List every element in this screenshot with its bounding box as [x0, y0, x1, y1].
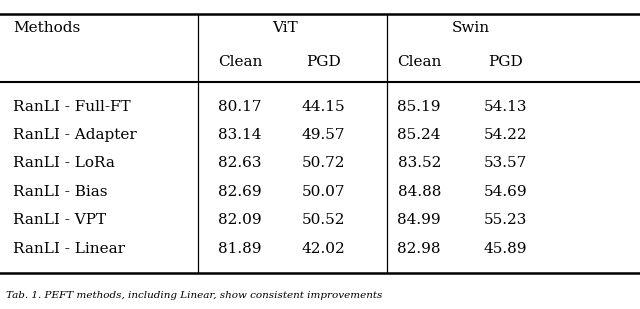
Text: RanLI - VPT: RanLI - VPT	[13, 213, 106, 227]
Text: Methods: Methods	[13, 21, 80, 35]
Text: RanLI - Adapter: RanLI - Adapter	[13, 128, 136, 142]
Text: 85.24: 85.24	[397, 128, 441, 142]
Text: RanLI - Linear: RanLI - Linear	[13, 242, 125, 256]
Text: 85.19: 85.19	[397, 99, 441, 114]
Text: 83.52: 83.52	[397, 156, 441, 171]
Text: 84.88: 84.88	[397, 185, 441, 199]
Text: 81.89: 81.89	[218, 242, 262, 256]
Text: 42.02: 42.02	[301, 242, 345, 256]
Text: 50.07: 50.07	[301, 185, 345, 199]
Text: 45.89: 45.89	[484, 242, 527, 256]
Text: 49.57: 49.57	[301, 128, 345, 142]
Text: 44.15: 44.15	[301, 99, 345, 114]
Text: 80.17: 80.17	[218, 99, 262, 114]
Text: Clean: Clean	[397, 55, 442, 69]
Text: 83.14: 83.14	[218, 128, 262, 142]
Text: PGD: PGD	[306, 55, 340, 69]
Text: 50.72: 50.72	[301, 156, 345, 171]
Text: 82.98: 82.98	[397, 242, 441, 256]
Text: 82.63: 82.63	[218, 156, 262, 171]
Text: Clean: Clean	[218, 55, 262, 69]
Text: 84.99: 84.99	[397, 213, 441, 227]
Text: 53.57: 53.57	[484, 156, 527, 171]
Text: Swin: Swin	[451, 21, 490, 35]
Text: 54.13: 54.13	[484, 99, 527, 114]
Text: 82.09: 82.09	[218, 213, 262, 227]
Text: 54.69: 54.69	[484, 185, 527, 199]
Text: RanLI - LoRa: RanLI - LoRa	[13, 156, 115, 171]
Text: 55.23: 55.23	[484, 213, 527, 227]
Text: RanLI - Full-FT: RanLI - Full-FT	[13, 99, 131, 114]
Text: 50.52: 50.52	[301, 213, 345, 227]
Text: 54.22: 54.22	[484, 128, 527, 142]
Text: PGD: PGD	[488, 55, 523, 69]
Text: RanLI - Bias: RanLI - Bias	[13, 185, 108, 199]
Text: 82.69: 82.69	[218, 185, 262, 199]
Text: ViT: ViT	[272, 21, 298, 35]
Text: Tab. 1. PEFT methods, including Linear, show consistent improvements: Tab. 1. PEFT methods, including Linear, …	[6, 290, 383, 300]
